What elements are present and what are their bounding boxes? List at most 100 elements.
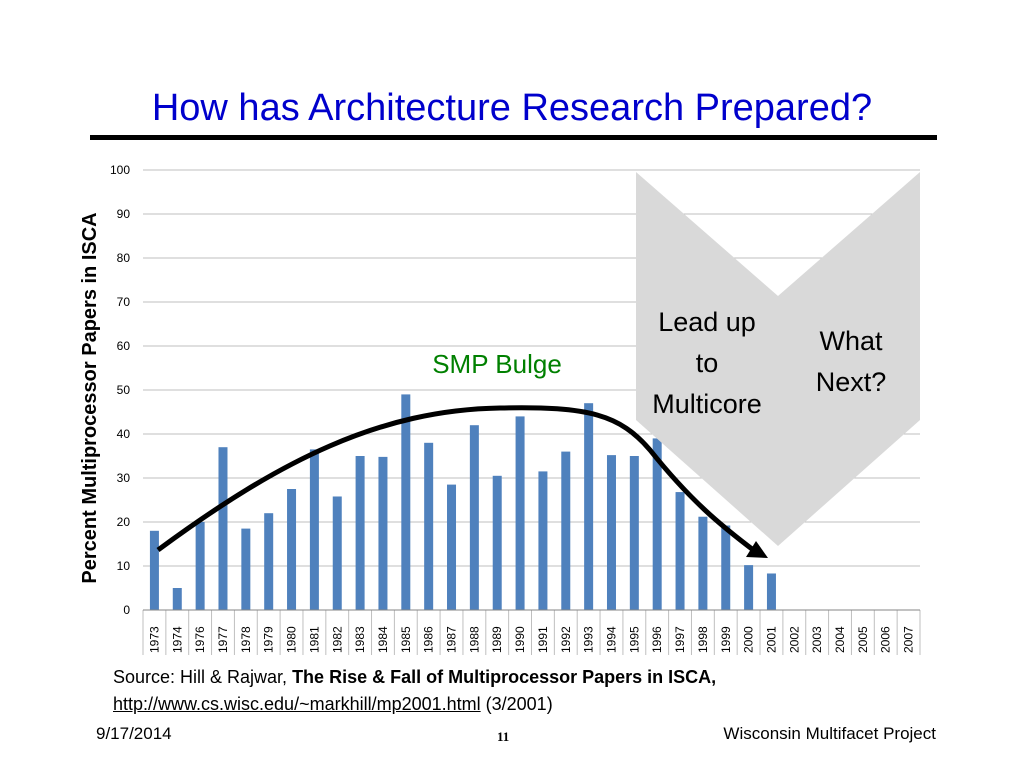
x-tick-label: 2002 (787, 626, 801, 653)
smp-bulge-label: SMP Bulge (432, 349, 562, 379)
bar-1983 (355, 456, 365, 610)
x-tick-label: 1984 (376, 626, 390, 653)
y-tick-label: 50 (117, 383, 131, 397)
bar-1996 (652, 438, 662, 610)
x-tick-label: 1986 (422, 626, 436, 653)
bar-1993 (584, 403, 594, 610)
y-tick-labels: 0 10 20 30 40 50 60 70 80 90 100 (110, 163, 130, 617)
y-tick-label: 0 (123, 603, 130, 617)
y-axis-label: Percent Multiprocessor Papers in ISCA (79, 212, 101, 583)
bar-1997 (675, 492, 685, 610)
x-tick-label: 1985 (399, 626, 413, 653)
bar-1982 (332, 496, 342, 610)
x-tick-label: 2005 (856, 626, 870, 653)
source-date: (3/2001) (480, 694, 553, 714)
footer-project: Wisconsin Multifacet Project (723, 724, 936, 743)
trend-arc (156, 405, 758, 554)
bar-1978 (241, 528, 251, 610)
x-tick-label: 2004 (833, 626, 847, 653)
bar-1988 (469, 425, 479, 610)
bar-1974 (172, 588, 182, 610)
chevron-what-next-line: What (819, 326, 883, 356)
x-tick-label: 1987 (445, 626, 459, 653)
y-tick-label: 100 (110, 163, 130, 177)
x-tick-label: 1993 (582, 626, 596, 653)
x-tick-label: 1988 (467, 626, 481, 653)
x-tick-label: 1980 (285, 626, 299, 653)
bar-1991 (538, 471, 548, 610)
x-tick-label: 1983 (353, 626, 367, 653)
bar-1989 (492, 475, 502, 610)
x-tick-label: 1982 (330, 626, 344, 653)
bar-1994 (606, 455, 616, 610)
chevron-lead-up-line: Multicore (652, 389, 762, 419)
chevron-what-next-shape (778, 172, 920, 546)
bar-1973 (149, 530, 159, 610)
chevron-lead-up-line: Lead up (658, 307, 756, 337)
x-tick-label: 1999 (719, 626, 733, 653)
title-divider (90, 135, 937, 140)
chevron-what-next-line: Next? (816, 367, 887, 397)
x-tick-label: 1978 (239, 626, 253, 653)
x-tick-label: 2001 (764, 626, 778, 653)
chevron-lead-up-shape (636, 172, 778, 546)
x-tick-label: 1976 (193, 626, 207, 653)
x-tick-label: 2006 (879, 626, 893, 653)
bar-2001 (766, 573, 776, 610)
y-tick-label: 20 (117, 515, 131, 529)
y-tick-label: 90 (117, 207, 131, 221)
y-tick-label: 40 (117, 427, 131, 441)
bar-1985 (401, 394, 411, 610)
footer-date: 9/17/2014 (96, 724, 172, 743)
chevron-lead-up-line: to (696, 348, 719, 378)
source-title: The Rise & Fall of Multiprocessor Papers… (292, 667, 717, 687)
x-tick-label: 1990 (513, 626, 527, 653)
source-prefix: Source: Hill & Rajwar, (113, 667, 293, 687)
bar-1999 (721, 525, 731, 610)
chevron-what-next-label: What Next? (816, 326, 887, 397)
bar-1980 (287, 489, 297, 610)
bar-1992 (561, 451, 571, 610)
x-tick-label: 1996 (650, 626, 664, 653)
slide-title: How has Architecture Research Prepared? (151, 87, 873, 129)
x-tick-label: 1992 (559, 626, 573, 653)
x-tick-label: 1973 (147, 626, 161, 653)
x-tick-label: 1974 (170, 626, 184, 653)
chevron-lead-up-label: Lead up to Multicore (652, 307, 762, 419)
x-tick-label: 1989 (490, 626, 504, 653)
x-tick-label: 1994 (604, 626, 618, 653)
x-tick-label: 1977 (216, 626, 230, 653)
x-tick-label: 1998 (696, 626, 710, 653)
x-tick-label: 2007 (902, 626, 916, 653)
bar-1990 (515, 416, 525, 610)
y-tick-label: 30 (117, 471, 131, 485)
y-tick-label: 80 (117, 251, 131, 265)
x-tick-label: 2000 (742, 626, 756, 653)
x-tick-label: 1995 (627, 626, 641, 653)
bar-1998 (698, 516, 708, 610)
x-tick-label: 1991 (536, 626, 550, 653)
bar-1995 (629, 456, 639, 610)
page-number: 11 (497, 729, 510, 744)
x-tick-label: 2003 (810, 626, 824, 653)
x-tick-label: 1997 (673, 626, 687, 653)
bar-2000 (744, 565, 754, 610)
x-tick-label: 1979 (262, 626, 276, 653)
bar-1986 (424, 442, 434, 610)
x-tick-label: 1981 (307, 626, 321, 653)
bar-1987 (447, 484, 457, 610)
bar-1977 (218, 447, 228, 610)
x-tick-labels: 1973 1974 1976 1977 1978 1979 1980 1981 1982 1983… (147, 626, 915, 653)
source-citation: Source: Hill & Rajwar, The Rise & Fall o… (113, 664, 716, 718)
y-tick-label: 10 (117, 559, 131, 573)
y-tick-label: 60 (117, 339, 131, 353)
source-link[interactable]: http://www.cs.wisc.edu/~markhill/mp2001.… (113, 694, 481, 714)
y-tick-label: 70 (117, 295, 131, 309)
bar-1981 (309, 449, 319, 610)
bar-1976 (195, 522, 205, 610)
bars (149, 394, 776, 610)
arrowhead-icon (746, 541, 768, 558)
bar-1979 (264, 513, 274, 610)
bar-1984 (378, 456, 388, 610)
